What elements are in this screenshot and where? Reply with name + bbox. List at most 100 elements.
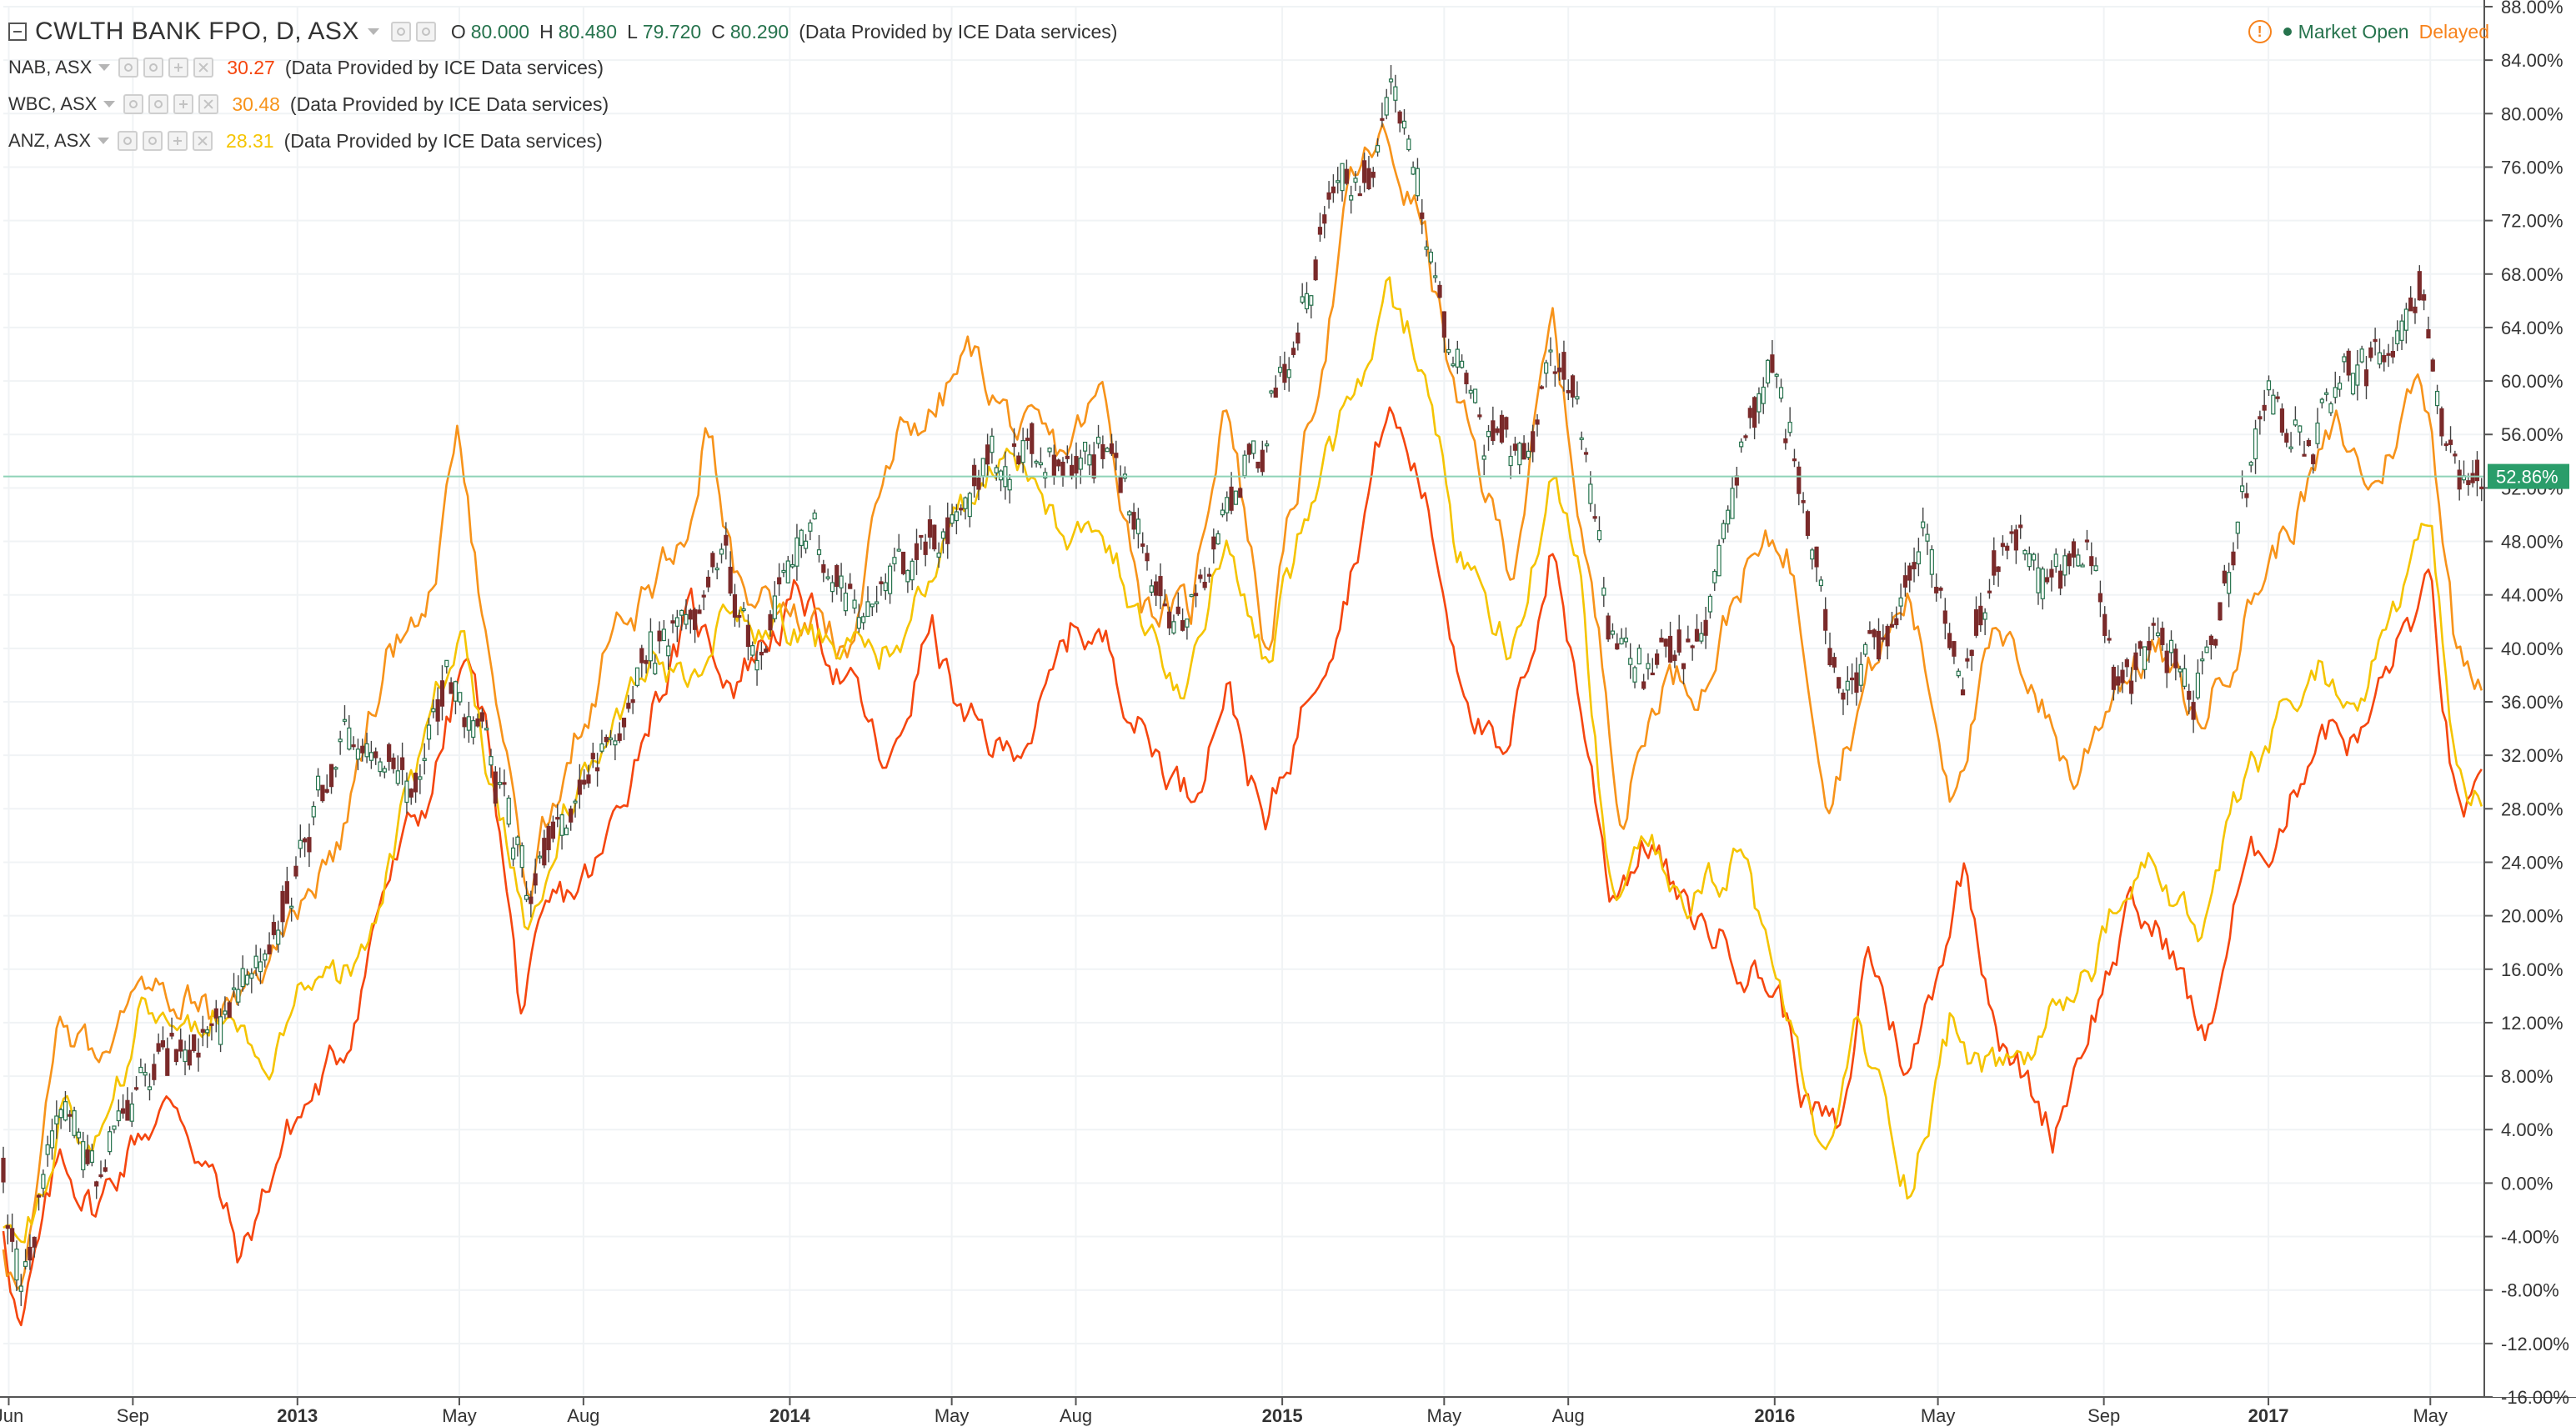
candle-body <box>732 593 738 618</box>
candle-body <box>2084 539 2090 543</box>
comparison-name[interactable]: NAB, ASX <box>8 57 93 78</box>
candle <box>2382 349 2387 372</box>
candle-body <box>271 922 276 935</box>
candle <box>959 504 964 516</box>
ohlc-low-key: L <box>627 20 638 43</box>
candle <box>1437 281 1442 299</box>
comparison-name[interactable]: ANZ, ASX <box>8 130 92 151</box>
candle-body <box>1131 512 1136 530</box>
visibility-icon[interactable] <box>118 58 139 78</box>
candle <box>1455 340 1460 374</box>
comparison-dropdown-icon[interactable] <box>98 64 111 71</box>
comparison-dropdown-icon[interactable] <box>98 138 110 144</box>
candle <box>2137 640 2142 656</box>
candle-body <box>471 720 476 739</box>
candle-body <box>276 929 281 945</box>
visibility-icon[interactable] <box>390 22 411 42</box>
add-icon[interactable] <box>173 94 194 114</box>
candle <box>1451 356 1456 368</box>
candle <box>1778 378 1784 403</box>
candle-body <box>108 1131 113 1153</box>
candle <box>954 503 959 534</box>
candle-body <box>510 847 516 860</box>
candle-body <box>475 718 480 727</box>
candle-body <box>1655 653 1660 665</box>
candle-body <box>1535 419 1540 425</box>
candle <box>599 729 604 754</box>
settings-icon[interactable] <box>143 58 164 78</box>
candle-body <box>684 613 689 625</box>
delayed-label[interactable]: Delayed <box>2418 20 2489 43</box>
warning-icon[interactable]: ! <box>2248 20 2272 43</box>
candle <box>2040 566 2045 610</box>
candle-body <box>2386 353 2391 356</box>
candle-body <box>378 761 383 773</box>
visibility-icon[interactable] <box>118 131 138 151</box>
candle-body <box>1916 551 1921 564</box>
candle-body <box>2053 553 2058 568</box>
candle-body <box>94 1181 99 1187</box>
comparison-name[interactable]: WBC, ASX <box>8 93 98 114</box>
candle <box>2102 606 2107 643</box>
candle-body <box>2049 568 2054 578</box>
candle <box>1095 424 1101 449</box>
candle-body <box>187 1049 192 1066</box>
candle-body <box>178 1039 183 1052</box>
candle-body <box>2191 702 2196 720</box>
candle <box>138 1058 143 1074</box>
candle-body <box>1902 575 1908 588</box>
candle <box>737 609 742 628</box>
candle-body <box>2160 628 2165 645</box>
candle-body <box>1934 586 1939 593</box>
candle-body <box>2168 639 2174 653</box>
settings-icon[interactable] <box>143 131 163 151</box>
candle <box>2426 316 2431 339</box>
candle <box>1965 648 1970 668</box>
candle <box>45 1135 50 1167</box>
candle-body <box>1881 637 1886 640</box>
collapse-legend-button[interactable] <box>8 23 27 41</box>
candle-body <box>120 1108 126 1114</box>
candle <box>705 570 711 593</box>
add-icon[interactable] <box>168 58 189 78</box>
candle <box>559 814 564 850</box>
settings-icon[interactable] <box>148 94 169 114</box>
candle-body <box>1411 167 1416 175</box>
candle <box>1610 623 1616 639</box>
candle <box>2009 525 2014 543</box>
candle <box>1202 567 1207 591</box>
candle <box>2266 375 2272 397</box>
candle <box>1286 357 1291 392</box>
remove-icon[interactable] <box>198 94 219 114</box>
candle <box>1517 441 1522 474</box>
candle <box>227 1000 232 1019</box>
candle-body <box>2044 577 2050 583</box>
main-symbol-title[interactable]: CWLTH BANK FPO, D, ASX <box>35 18 359 45</box>
remove-icon[interactable] <box>193 131 213 151</box>
candle <box>745 614 751 661</box>
candle <box>519 842 524 878</box>
candle <box>1929 545 1934 588</box>
candle-body <box>994 467 999 473</box>
candle-body <box>1787 422 1792 433</box>
settings-icon[interactable] <box>415 22 436 42</box>
candle <box>634 667 640 688</box>
comparison-dropdown-icon[interactable] <box>103 101 116 108</box>
candle-body <box>435 698 440 722</box>
candle <box>976 469 981 501</box>
visibility-icon[interactable] <box>123 94 144 114</box>
candle <box>1499 410 1505 444</box>
y-tick-label: 44.00% <box>2501 585 2563 606</box>
add-icon[interactable] <box>168 131 188 151</box>
candle-body <box>1495 428 1500 433</box>
candle-body <box>484 728 489 731</box>
remove-icon[interactable] <box>193 58 214 78</box>
candle <box>2022 548 2027 561</box>
symbol-dropdown-icon[interactable] <box>367 28 379 35</box>
candle <box>85 1134 90 1167</box>
candle-body <box>2009 531 2014 534</box>
candle <box>1721 519 1726 543</box>
candle-body <box>1721 523 1726 539</box>
candle-body <box>1663 638 1668 647</box>
